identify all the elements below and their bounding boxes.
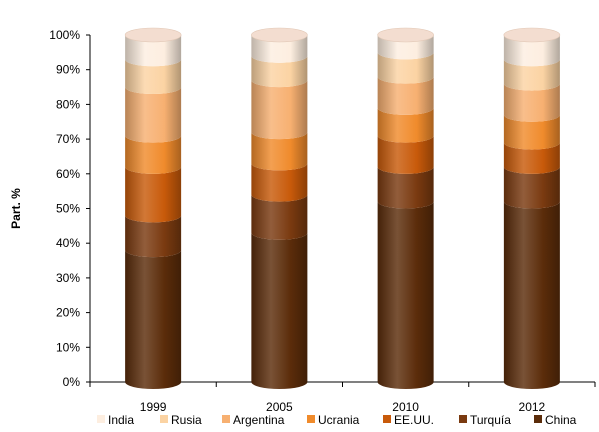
bar-segment-Ucrania-2010	[377, 107, 434, 143]
bar-top-cap	[377, 27, 434, 43]
axes: 0% 10% 20% 30% 40% 50% 60% 70% 80% 90% 100% Part. %	[9, 28, 596, 389]
y-tick-label: 90%	[56, 63, 80, 77]
y-tick-label: 70%	[56, 132, 80, 146]
bar-segment-Rusia-1999	[125, 59, 182, 95]
bar-top-cap	[124, 27, 182, 43]
x-tick-label-1999: 1999	[140, 400, 167, 414]
y-tick-label: 60%	[56, 167, 80, 181]
bar-stack-2005	[251, 27, 308, 389]
bar-top-cap	[503, 27, 561, 43]
legend-label-EE.UU.: EE.UU.	[394, 413, 434, 427]
bar-segment-Argentina-2012	[503, 83, 560, 122]
y-tick-label: 30%	[56, 271, 80, 285]
bar-segment-Turquía-2012	[503, 166, 560, 209]
x-tick-label-2005: 2005	[266, 400, 293, 414]
bar-segment-EE.UU.-2012	[503, 142, 560, 174]
bars	[124, 27, 561, 389]
legend-swatch-Rusia	[160, 415, 168, 423]
x-tick-labels: 1999 2005 2010 2012	[140, 400, 546, 414]
legend-swatch-Ucrania	[307, 415, 315, 423]
bar-segment-Argentina-2005	[251, 80, 308, 140]
bar-segment-China-1999	[125, 250, 182, 389]
bar-segment-Ucrania-2005	[251, 132, 308, 171]
y-tick-label: 50%	[56, 202, 80, 216]
bar-segment-Argentina-1999	[125, 87, 182, 143]
legend-label-India: India	[108, 413, 134, 427]
legend-label-Argentina: Argentina	[233, 413, 285, 427]
bar-segment-China-2012	[503, 201, 560, 389]
bar-segment-EE.UU.-1999	[125, 166, 182, 223]
legend-label-China: China	[545, 413, 577, 427]
bar-segment-Ucrania-1999	[125, 135, 182, 174]
bar-top-cap	[251, 27, 308, 43]
y-tick-label: 80%	[56, 97, 80, 111]
legend: India Rusia Argentina Ucrania EE.UU. Turquía C…	[97, 413, 577, 427]
y-tick-label: 100%	[49, 28, 80, 42]
bar-segment-Rusia-2010	[377, 52, 434, 84]
bar-segment-Ucrania-2012	[503, 114, 560, 150]
bar-stack-2012	[503, 27, 561, 389]
y-tick-label: 40%	[56, 236, 80, 250]
bar-segment-India-2012	[503, 35, 560, 67]
y-tick-label: 10%	[56, 340, 80, 354]
legend-label-Rusia: Rusia	[171, 413, 202, 427]
bar-segment-EE.UU.-2005	[251, 163, 308, 202]
legend-swatch-China	[534, 415, 542, 423]
bar-segment-Argentina-2010	[377, 76, 434, 115]
y-axis-title: Part. %	[9, 188, 23, 229]
bar-segment-China-2005	[251, 232, 308, 389]
bar-segment-Rusia-2012	[503, 59, 560, 91]
legend-swatch-Turquía	[459, 415, 467, 423]
legend-label-Turquía: Turquía	[470, 413, 511, 427]
bar-segment-India-1999	[125, 35, 182, 67]
bar-stack-1999	[124, 27, 182, 389]
bar-segment-Turquía-2010	[377, 166, 434, 209]
x-tick-label-2012: 2012	[519, 400, 546, 414]
bar-stack-2010	[377, 27, 434, 389]
y-tick-label: 20%	[56, 306, 80, 320]
y-tick-label: 0%	[63, 375, 81, 389]
bar-segment-India-2005	[251, 35, 308, 63]
bar-segment-Turquía-2005	[251, 194, 308, 240]
legend-label-Ucrania: Ucrania	[318, 413, 360, 427]
bar-segment-China-2010	[377, 201, 434, 389]
legend-swatch-India	[97, 415, 105, 423]
legend-swatch-EE.UU.	[383, 415, 391, 423]
legend-swatch-Argentina	[222, 415, 230, 423]
bar-segment-Turquía-1999	[125, 215, 182, 258]
x-tick-label-2010: 2010	[392, 400, 419, 414]
bar-segment-Rusia-2005	[251, 55, 308, 88]
bar-segment-EE.UU.-2010	[377, 135, 434, 174]
